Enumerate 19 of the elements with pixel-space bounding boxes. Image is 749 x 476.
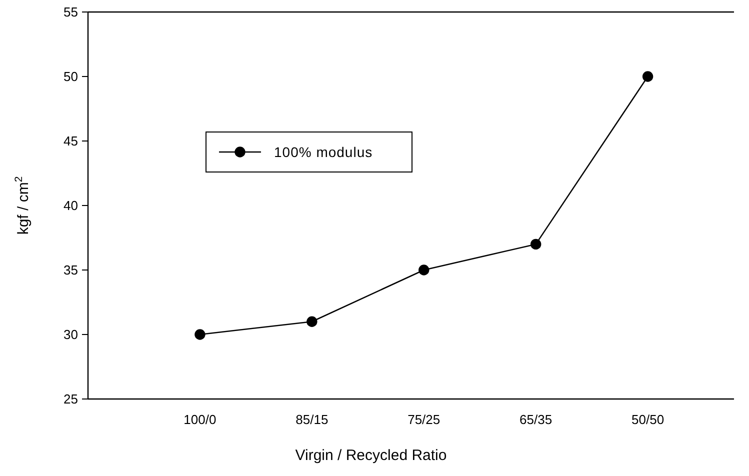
y-tick-label: 55: [64, 4, 78, 20]
point: [642, 71, 654, 82]
point: [418, 264, 430, 276]
point: [194, 329, 206, 340]
y-tick-label: 25: [64, 392, 78, 407]
point: [306, 316, 318, 327]
y-tick-label: 35: [64, 262, 78, 278]
y-tick-label: 50: [64, 69, 78, 84]
y-tick-label: 40: [64, 198, 78, 214]
x-tick-label: 75/25: [408, 412, 440, 427]
x-tick-label: 85/15: [296, 412, 328, 427]
x-axis-title: Virgin / Recycled Ratio: [295, 447, 447, 464]
point: [530, 238, 542, 250]
legend-label: 100% modulus: [274, 144, 373, 160]
x-tick-label: 50/50: [632, 412, 664, 427]
y-tick-label: 30: [64, 327, 78, 342]
x-tick-label: 65/35: [520, 412, 552, 427]
x-tick-label: 100/0: [184, 412, 216, 427]
y-tick-label: 45: [64, 134, 78, 149]
